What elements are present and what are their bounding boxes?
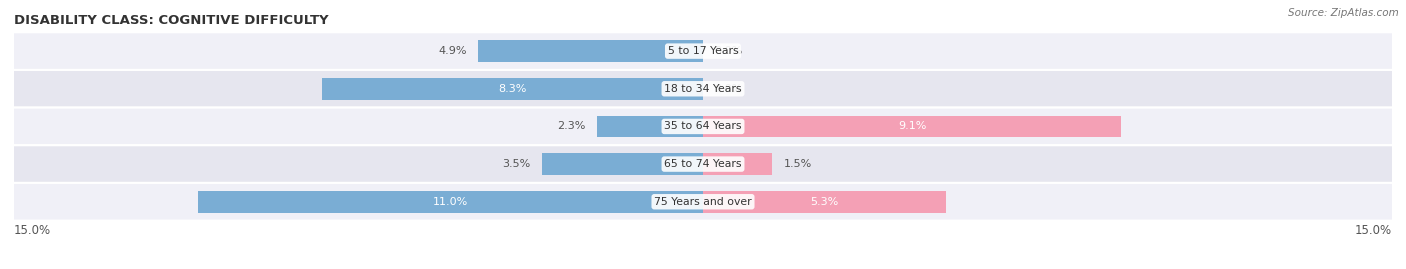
Text: 4.9%: 4.9%	[437, 46, 467, 56]
FancyBboxPatch shape	[13, 32, 1393, 70]
Text: 2.3%: 2.3%	[558, 121, 586, 132]
Text: 5 to 17 Years: 5 to 17 Years	[668, 46, 738, 56]
Text: 15.0%: 15.0%	[14, 224, 51, 237]
Text: 1.5%: 1.5%	[783, 159, 811, 169]
Bar	[322, 78, 703, 100]
FancyBboxPatch shape	[13, 145, 1393, 183]
Bar	[703, 153, 772, 175]
Bar	[598, 115, 703, 137]
Bar	[703, 191, 946, 213]
Text: 18 to 34 Years: 18 to 34 Years	[664, 84, 742, 94]
Text: 9.1%: 9.1%	[898, 121, 927, 132]
FancyBboxPatch shape	[13, 70, 1393, 108]
Bar	[198, 191, 703, 213]
Text: 11.0%: 11.0%	[433, 197, 468, 207]
Text: 3.5%: 3.5%	[502, 159, 531, 169]
Text: 0.0%: 0.0%	[714, 84, 742, 94]
Text: DISABILITY CLASS: COGNITIVE DIFFICULTY: DISABILITY CLASS: COGNITIVE DIFFICULTY	[14, 14, 329, 27]
Text: 35 to 64 Years: 35 to 64 Years	[664, 121, 742, 132]
Bar	[478, 40, 703, 62]
Text: 75 Years and over: 75 Years and over	[654, 197, 752, 207]
Text: 0.0%: 0.0%	[714, 46, 742, 56]
Text: 15.0%: 15.0%	[1355, 224, 1392, 237]
Text: 8.3%: 8.3%	[498, 84, 527, 94]
Bar	[543, 153, 703, 175]
Text: 65 to 74 Years: 65 to 74 Years	[664, 159, 742, 169]
Text: 5.3%: 5.3%	[811, 197, 839, 207]
FancyBboxPatch shape	[13, 183, 1393, 221]
Bar	[703, 115, 1121, 137]
FancyBboxPatch shape	[13, 108, 1393, 145]
Text: Source: ZipAtlas.com: Source: ZipAtlas.com	[1288, 8, 1399, 18]
